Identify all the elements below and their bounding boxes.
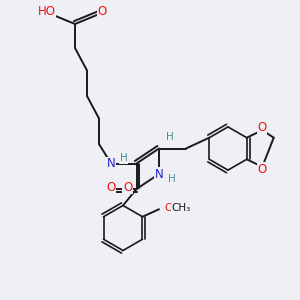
- Text: H: H: [168, 174, 176, 184]
- Text: O: O: [106, 181, 116, 194]
- Text: N: N: [106, 157, 116, 170]
- Text: CH₃: CH₃: [172, 203, 191, 213]
- Text: O: O: [98, 5, 106, 19]
- Text: O: O: [258, 163, 267, 176]
- Text: N: N: [154, 167, 164, 181]
- Text: H: H: [166, 132, 173, 142]
- Text: HO: HO: [38, 5, 56, 19]
- Text: O: O: [258, 121, 267, 134]
- Text: H: H: [120, 153, 128, 163]
- Text: O: O: [164, 203, 173, 213]
- Text: O: O: [123, 181, 132, 194]
